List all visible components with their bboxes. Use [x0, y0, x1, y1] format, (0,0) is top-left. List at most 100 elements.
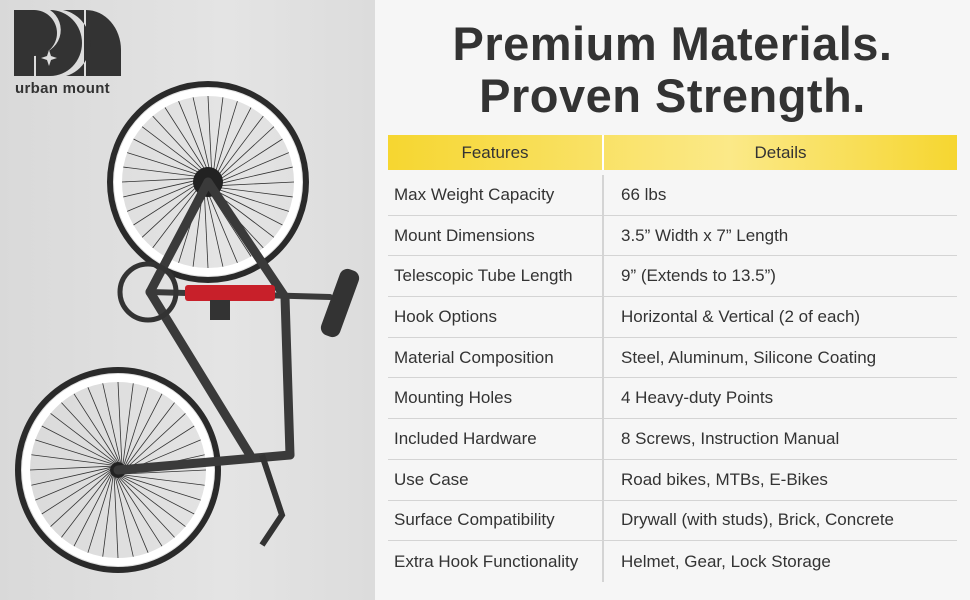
feature-cell: Extra Hook Functionality	[388, 541, 604, 582]
feature-cell: Included Hardware	[388, 419, 604, 459]
spoke	[127, 152, 203, 177]
spoke	[117, 477, 163, 547]
spoke	[207, 95, 213, 175]
urban-mount-logo	[14, 10, 121, 76]
spoke	[211, 188, 283, 226]
spoke	[206, 189, 238, 263]
spoke	[215, 138, 283, 183]
table-row: Material Composition Steel, Aluminum, Sil…	[388, 337, 957, 379]
spoke	[73, 393, 119, 463]
spoke	[123, 166, 202, 178]
spoke	[61, 472, 111, 538]
spoke	[207, 189, 252, 257]
specs-panel: Premium Materials. Proven Strength. Feat…	[375, 0, 970, 600]
feature-cell: Mount Dimensions	[388, 215, 604, 256]
table-row: Telescopic Tube Length 9” (Extends to 13.…	[388, 256, 957, 298]
feature-cell: Telescopic Tube Length	[388, 256, 604, 297]
spoke	[61, 402, 117, 463]
detail-cell: Drywall (with studs), Brick, Concrete	[621, 510, 895, 530]
spoke	[123, 475, 201, 501]
spoke	[122, 383, 134, 464]
spoke	[102, 476, 114, 557]
headline: Premium Materials. Proven Strength.	[375, 18, 970, 122]
spoke	[120, 477, 186, 527]
spoke	[116, 477, 149, 553]
table-row: Mounting Holes 4 Heavy-duty Points	[388, 378, 957, 420]
spoke	[121, 177, 201, 183]
product-photo-panel: urban mount	[0, 0, 375, 600]
detail-cell: 66 lbs	[621, 184, 667, 204]
feature-cell: Mounting Holes	[388, 378, 604, 419]
spoke	[35, 468, 111, 501]
spoke	[123, 387, 149, 465]
spoke	[214, 107, 252, 179]
feature-cell: Max Weight Capacity	[388, 175, 604, 215]
spoke	[152, 115, 207, 175]
detail-cell: Steel, Aluminum, Silicone Coating	[621, 347, 877, 367]
table-row: Max Weight Capacity 66 lbs	[388, 175, 957, 216]
spoke	[31, 454, 112, 466]
spoke	[203, 189, 209, 269]
spoke	[152, 184, 201, 249]
spoke	[87, 387, 120, 463]
specs-table: Features Details Max Weight Capacity 66 l…	[388, 135, 957, 582]
spoke	[125, 469, 207, 475]
spoke	[41, 469, 111, 515]
spoke	[215, 115, 264, 180]
table-row: Hook Options Horizontal & Vertical (2 of …	[388, 297, 957, 338]
spoke	[127, 180, 201, 212]
spoke	[102, 383, 121, 463]
spoke	[50, 413, 116, 463]
table-row: Use Case Road bikes, MTBs, E-Bikes	[388, 459, 957, 501]
spoke	[215, 181, 295, 187]
feature-cell: Hook Options	[388, 297, 604, 337]
spoke	[212, 97, 224, 176]
spoke	[141, 183, 201, 238]
bottom-wheel	[15, 367, 221, 573]
spoke	[41, 425, 115, 464]
spoke	[113, 477, 119, 559]
spoke	[123, 179, 201, 198]
detail-cell: Road bikes, MTBs, E-Bikes	[621, 469, 828, 489]
bike-on-wall-mount-image	[15, 81, 360, 573]
spoke	[125, 402, 175, 468]
spoke	[213, 101, 238, 177]
chainring	[117, 261, 179, 323]
spoke	[215, 152, 289, 184]
table-row: Mount Dimensions 3.5” Width x 7” Length	[388, 215, 957, 257]
table-row: Surface Compatibility Drywall (with studs…	[388, 500, 957, 542]
headline-line-1: Premium Materials.	[452, 17, 893, 70]
handlebar	[259, 454, 286, 547]
saddle	[320, 268, 360, 338]
detail-cell: Horizontal & Vertical (2 of each)	[621, 306, 861, 326]
spoke	[125, 425, 195, 471]
spoke	[192, 97, 211, 175]
bike-frame	[113, 177, 333, 475]
spoke	[29, 465, 111, 471]
spoke	[124, 474, 205, 486]
table-header: Features Details	[388, 135, 957, 170]
feature-cell: Material Composition	[388, 337, 604, 378]
table-row: Extra Hook Functionality Helmet, Gear, Lo…	[388, 541, 957, 582]
table-row: Included Hardware 8 Screws, Instruction M…	[388, 419, 957, 460]
headline-line-2: Proven Strength.	[479, 69, 866, 122]
spoke	[133, 181, 201, 226]
spoke	[50, 471, 111, 527]
spoke	[73, 473, 112, 547]
header-features: Features	[388, 135, 604, 170]
spoke	[215, 166, 293, 185]
spoke	[115, 477, 134, 557]
spoke	[119, 477, 175, 538]
spoke	[215, 126, 275, 181]
detail-cell: 9” (Extends to 13.5”)	[621, 266, 776, 286]
feature-cell: Surface Compatibility	[388, 500, 604, 541]
spoke	[124, 393, 163, 467]
wall-mount	[185, 285, 275, 320]
detail-cell: 4 Heavy-duty Points	[621, 388, 774, 408]
spoke	[125, 413, 186, 469]
spoke	[205, 189, 224, 267]
feature-cell: Use Case	[388, 459, 604, 500]
spoke	[213, 187, 289, 212]
header-details: Details	[754, 142, 807, 162]
brand-name: urban mount	[15, 80, 110, 97]
